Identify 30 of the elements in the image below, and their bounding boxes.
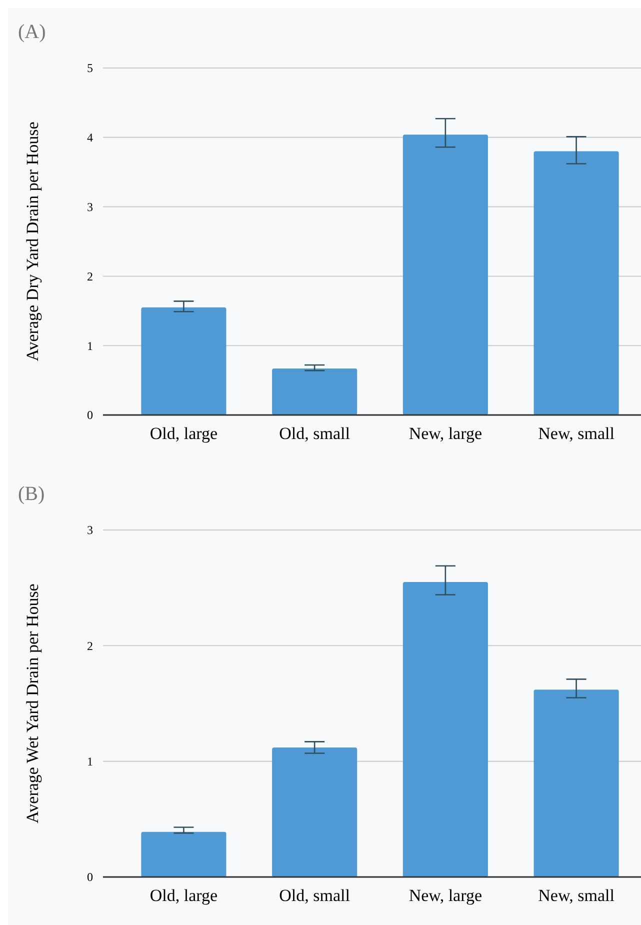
bar — [141, 832, 226, 877]
x-tick-label: Old, small — [279, 424, 350, 443]
bar — [272, 747, 358, 877]
chart-title: (A) — [18, 21, 46, 43]
y-tick-label: 2 — [87, 638, 93, 653]
x-tick-label: Old, large — [150, 886, 218, 905]
y-axis-title: Average Dry Yard Drain per House — [23, 122, 42, 362]
y-tick-label: 2 — [87, 269, 93, 284]
y-axis-title: Average Wet Yard Drain per House — [23, 584, 42, 824]
chart-title: (B) — [18, 483, 45, 505]
y-tick-label: 1 — [87, 338, 93, 353]
bar — [402, 134, 488, 415]
y-tick-label: 3 — [87, 200, 93, 214]
bar — [402, 582, 488, 877]
x-tick-label: New, large — [408, 424, 482, 443]
bar — [534, 151, 619, 415]
y-tick-label: 0 — [87, 408, 93, 422]
bar — [272, 368, 358, 415]
y-tick-label: 4 — [87, 130, 93, 145]
y-tick-label: 0 — [87, 870, 93, 884]
bar — [534, 690, 619, 877]
x-tick-label: New, small — [538, 424, 615, 443]
x-tick-label: Old, small — [279, 886, 350, 905]
y-tick-label: 3 — [87, 523, 93, 538]
x-tick-label: New, small — [538, 886, 615, 905]
y-tick-label: 1 — [87, 754, 93, 769]
x-tick-label: Old, large — [150, 424, 218, 443]
x-tick-label: New, large — [408, 886, 482, 905]
y-tick-label: 5 — [87, 61, 93, 76]
bar — [141, 307, 226, 415]
